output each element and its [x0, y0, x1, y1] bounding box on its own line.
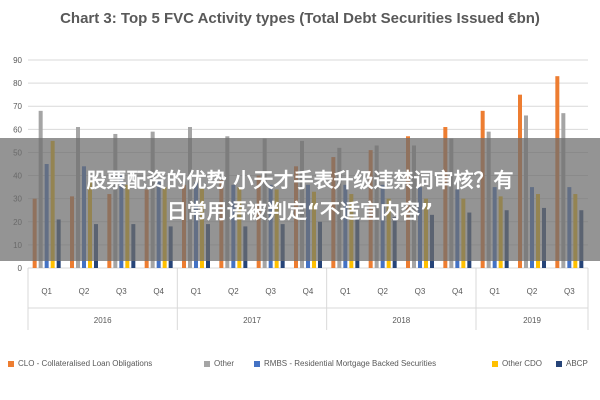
legend-swatch	[204, 360, 210, 367]
legend-item: Other	[204, 359, 234, 368]
legend-label: Other CDO	[502, 359, 543, 368]
x-tick-label: Q3	[564, 287, 575, 296]
legend-item: Other CDO	[492, 359, 542, 368]
y-tick-label: 80	[13, 79, 22, 88]
x-tick-label: Q3	[415, 287, 426, 296]
x-tick-label: Q2	[377, 287, 388, 296]
legend-label: Other	[214, 359, 235, 368]
group-label: 2016	[94, 316, 112, 325]
group-label: 2018	[392, 316, 410, 325]
legend-swatch	[556, 360, 562, 367]
y-tick-label: 0	[18, 264, 23, 273]
x-tick-label: Q1	[489, 287, 500, 296]
legend-item: CLO - Collateralised Loan Obligations	[8, 359, 152, 368]
legend-swatch	[8, 360, 14, 367]
x-tick-label: Q2	[79, 287, 90, 296]
banner-overlay	[0, 138, 600, 261]
legend-label: RMBS - Residential Mortgage Backed Secur…	[264, 359, 437, 368]
group-label: 2017	[243, 316, 261, 325]
x-tick-label: Q2	[527, 287, 538, 296]
x-tick-label: Q1	[191, 287, 202, 296]
y-tick-label: 90	[13, 56, 22, 65]
legend-item: ABCP	[556, 359, 588, 368]
banner-line-1: 股票配资的优势 小天才手表升级违禁词审核？有	[86, 168, 514, 192]
legend-label: ABCP	[566, 359, 588, 368]
y-tick-label: 60	[13, 125, 22, 134]
x-tick-label: Q2	[228, 287, 239, 296]
legend-swatch	[492, 360, 498, 367]
x-tick-label: Q3	[265, 287, 276, 296]
y-tick-label: 70	[13, 102, 22, 111]
legend-label: CLO - Collateralised Loan Obligations	[18, 359, 153, 368]
x-tick-label: Q3	[116, 287, 127, 296]
x-tick-label: Q4	[452, 287, 463, 296]
chart-legend: CLO - Collateralised Loan Obligations Oth…	[8, 359, 600, 379]
x-tick-label: Q4	[153, 287, 164, 296]
x-tick-label: Q1	[41, 287, 52, 296]
x-tick-label: Q4	[303, 287, 314, 296]
legend-swatch	[254, 360, 260, 367]
banner-line-2: 日常用语被判定“不适宜内容”	[166, 199, 434, 223]
banner-text: 股票配资的优势 小天才手表升级违禁词审核？有 日常用语被判定“不适宜内容”	[20, 165, 580, 227]
chart-title: Chart 3: Top 5 FVC Activity types (Total…	[60, 10, 540, 27]
x-tick-label: Q1	[340, 287, 351, 296]
group-label: 2019	[523, 316, 541, 325]
legend-item: RMBS - Residential Mortgage Backed Secur…	[254, 359, 436, 368]
